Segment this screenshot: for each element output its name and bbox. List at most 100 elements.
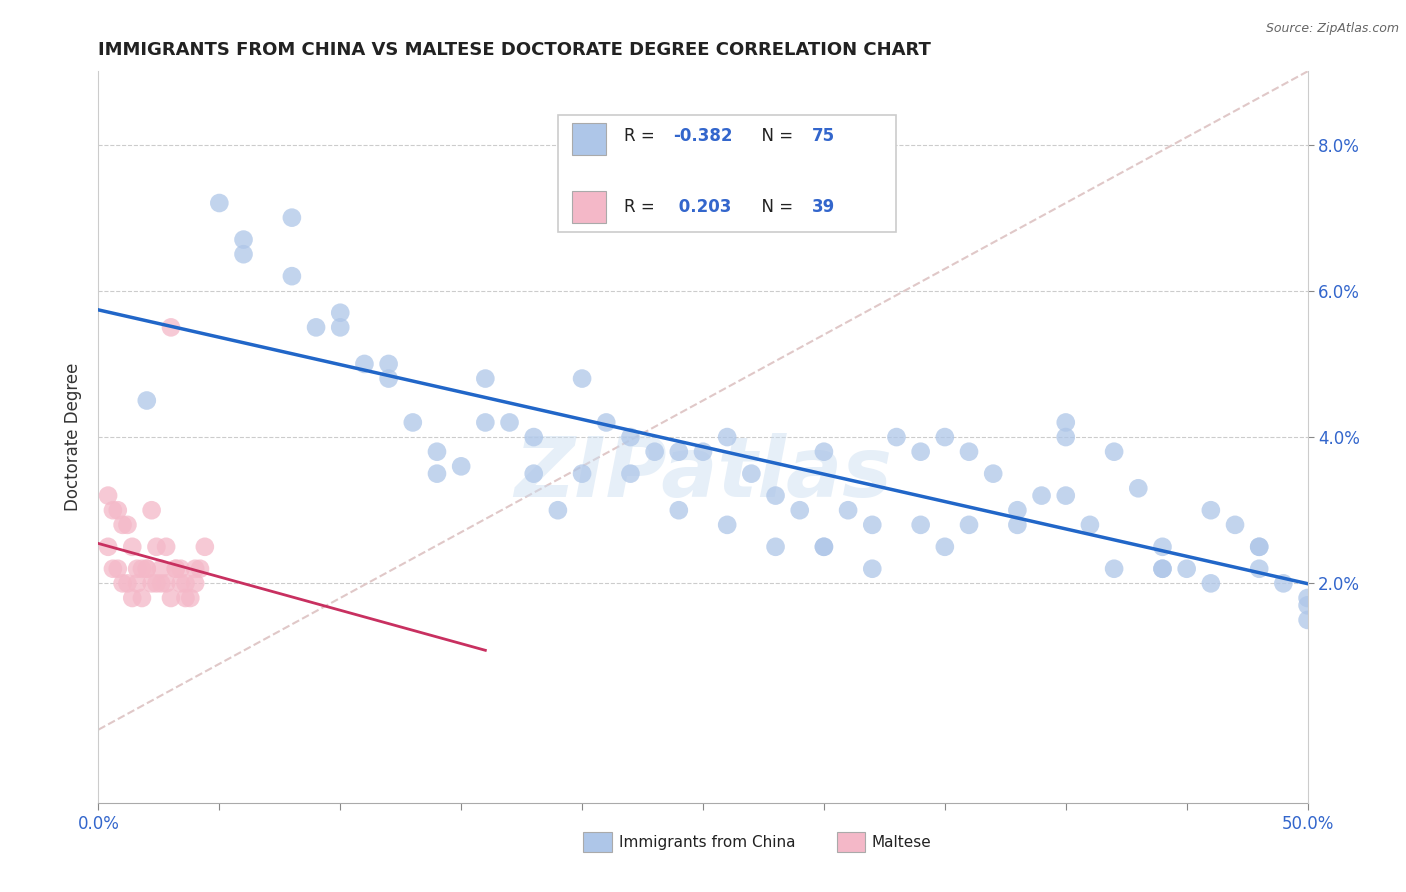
Point [934, 430, 956, 444]
Point [101, 562, 124, 576]
Point [135, 562, 157, 576]
Point [329, 320, 352, 334]
Point [184, 576, 207, 591]
Point [1199, 503, 1222, 517]
Point [135, 393, 157, 408]
Point [668, 444, 690, 458]
Point [135, 562, 157, 576]
Text: Immigrants from China: Immigrants from China [619, 835, 796, 849]
Point [1249, 562, 1271, 576]
Point [111, 576, 134, 591]
Point [1249, 540, 1271, 554]
FancyBboxPatch shape [583, 832, 612, 852]
Point [1031, 489, 1053, 503]
Point [426, 467, 449, 481]
Point [789, 503, 811, 517]
Point [169, 576, 191, 591]
Text: Maltese: Maltese [872, 835, 931, 849]
Point [1007, 517, 1029, 532]
Text: N =: N = [751, 198, 799, 216]
Point [208, 196, 231, 211]
Point [619, 467, 641, 481]
Point [117, 517, 139, 532]
Point [765, 540, 787, 554]
Point [1007, 503, 1029, 517]
Point [1102, 562, 1125, 576]
Text: R =: R = [624, 127, 661, 145]
Point [1175, 562, 1198, 576]
Point [353, 357, 375, 371]
Point [1249, 540, 1271, 554]
Point [97, 540, 120, 554]
Point [813, 540, 835, 554]
Point [813, 444, 835, 458]
Point [1054, 416, 1077, 430]
Point [107, 562, 129, 576]
Point [145, 540, 167, 554]
Point [498, 416, 520, 430]
Point [1128, 481, 1150, 495]
Point [860, 517, 883, 532]
Point [377, 357, 399, 371]
Point [1152, 562, 1174, 576]
Point [934, 540, 956, 554]
Point [450, 459, 472, 474]
Point [188, 562, 211, 576]
Point [121, 540, 143, 554]
Point [957, 517, 980, 532]
Point [97, 489, 120, 503]
FancyBboxPatch shape [558, 115, 897, 232]
Point [523, 430, 546, 444]
Point [127, 576, 149, 591]
Text: N =: N = [751, 127, 799, 145]
Point [305, 320, 328, 334]
FancyBboxPatch shape [572, 191, 606, 224]
Point [131, 562, 153, 576]
Text: IMMIGRANTS FROM CHINA VS MALTESE DOCTORATE DEGREE CORRELATION CHART: IMMIGRANTS FROM CHINA VS MALTESE DOCTORA… [98, 41, 931, 59]
Point [402, 416, 425, 430]
Text: Source: ZipAtlas.com: Source: ZipAtlas.com [1265, 22, 1399, 36]
FancyBboxPatch shape [837, 832, 865, 852]
Point [165, 562, 187, 576]
Point [1054, 489, 1077, 503]
Point [523, 467, 546, 481]
Point [174, 591, 197, 605]
Point [155, 576, 177, 591]
Point [232, 233, 254, 247]
Point [194, 540, 217, 554]
Point [837, 503, 859, 517]
Point [160, 591, 183, 605]
Point [547, 503, 569, 517]
Point [813, 540, 835, 554]
Point [150, 562, 173, 576]
Point [281, 211, 304, 225]
Point [595, 416, 617, 430]
Point [107, 503, 129, 517]
Point [1272, 576, 1295, 591]
Point [377, 371, 399, 385]
Point [145, 576, 167, 591]
Point [179, 591, 201, 605]
Point [644, 444, 666, 458]
Point [141, 503, 163, 517]
Y-axis label: Doctorate Degree: Doctorate Degree [63, 363, 82, 511]
FancyBboxPatch shape [572, 122, 606, 155]
Point [981, 467, 1004, 481]
Point [329, 306, 352, 320]
Point [155, 540, 177, 554]
Point [1102, 444, 1125, 458]
Point [1296, 591, 1319, 605]
Point [886, 430, 908, 444]
Point [474, 416, 496, 430]
Point [1054, 430, 1077, 444]
Point [1296, 613, 1319, 627]
Point [184, 562, 207, 576]
Point [127, 562, 149, 576]
Point [281, 269, 304, 284]
Point [141, 576, 163, 591]
Point [117, 576, 139, 591]
Point [160, 320, 183, 334]
Point [1078, 517, 1101, 532]
Text: R =: R = [624, 198, 661, 216]
Point [619, 430, 641, 444]
